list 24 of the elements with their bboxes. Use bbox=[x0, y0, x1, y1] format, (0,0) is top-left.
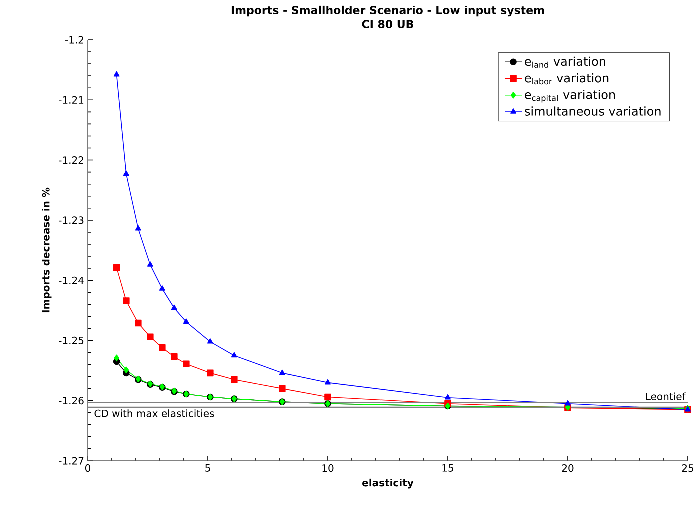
x-tick-label: 15 bbox=[442, 464, 454, 472]
x-tick-label: 20 bbox=[562, 464, 574, 472]
legend-label: simultaneous variation bbox=[525, 106, 661, 116]
y-tick-label: -1.2 bbox=[65, 36, 84, 44]
y-tick-label: -1.27 bbox=[59, 457, 84, 465]
y-tick-label: -1.23 bbox=[59, 216, 84, 224]
y-tick-label: -1.25 bbox=[59, 336, 84, 344]
chart-title: Imports - Smallholder Scenario - Low input system bbox=[232, 6, 544, 17]
x-tick-label: 0 bbox=[85, 464, 91, 472]
x-tick-label: 25 bbox=[682, 464, 694, 472]
ref-line-label: CD with max elasticities bbox=[94, 410, 214, 418]
x-axis-title: elasticity bbox=[362, 478, 414, 489]
y-tick-label: -1.22 bbox=[59, 156, 84, 164]
ref-line-label: Leontief bbox=[646, 392, 686, 400]
y-tick-label: -1.26 bbox=[59, 397, 84, 405]
legend-label: e$_{capital}$ variation bbox=[525, 90, 616, 103]
x-tick-label: 10 bbox=[322, 464, 334, 472]
chart-subtitle: CI 80 UB bbox=[362, 20, 414, 28]
legend-label: e$_{land}$ variation bbox=[525, 56, 606, 68]
x-tick-label: 5 bbox=[206, 464, 210, 472]
y-tick-label: -1.24 bbox=[59, 276, 84, 284]
y-tick-label: -1.21 bbox=[59, 96, 84, 104]
legend-label: e$_{labor}$ variation bbox=[525, 73, 609, 85]
y-axis-title: Imports decrease in % bbox=[42, 188, 52, 313]
